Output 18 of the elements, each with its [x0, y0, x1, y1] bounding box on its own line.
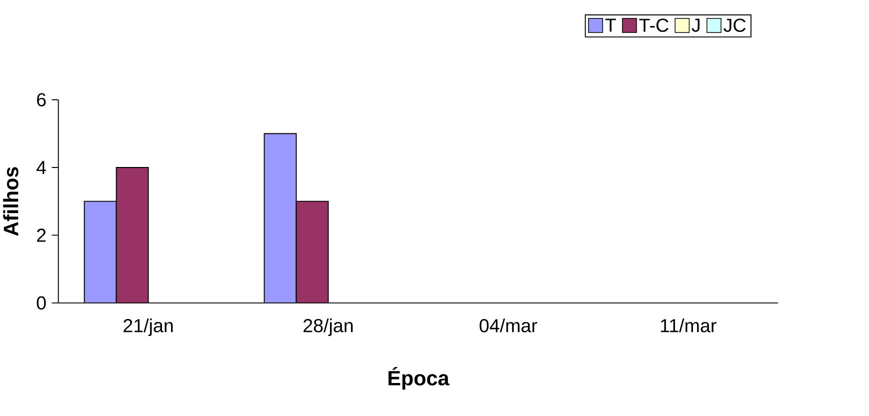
y-tick-label: 6 — [37, 93, 46, 106]
legend-label: JC — [724, 18, 746, 32]
bar — [84, 201, 116, 304]
x-tick-label: 28/jan — [304, 318, 353, 336]
legend-label: T — [605, 18, 616, 32]
bar — [296, 200, 329, 304]
x-tick-label: 11/mar — [660, 318, 716, 332]
legend-label: T-C — [639, 18, 668, 32]
y-tick-label: 0 — [36, 296, 46, 310]
x-tick-label: 21/jan — [124, 318, 173, 336]
bar — [116, 168, 148, 304]
y-tick-label: 4 — [36, 161, 46, 174]
y-axis-title: Afilhos — [3, 167, 18, 236]
legend-label: J — [692, 18, 700, 32]
x-tick-label: 04/mar — [480, 318, 538, 332]
bar — [264, 133, 297, 304]
y-tick-label: 2 — [37, 228, 46, 242]
x-axis-title: Época — [388, 367, 450, 390]
